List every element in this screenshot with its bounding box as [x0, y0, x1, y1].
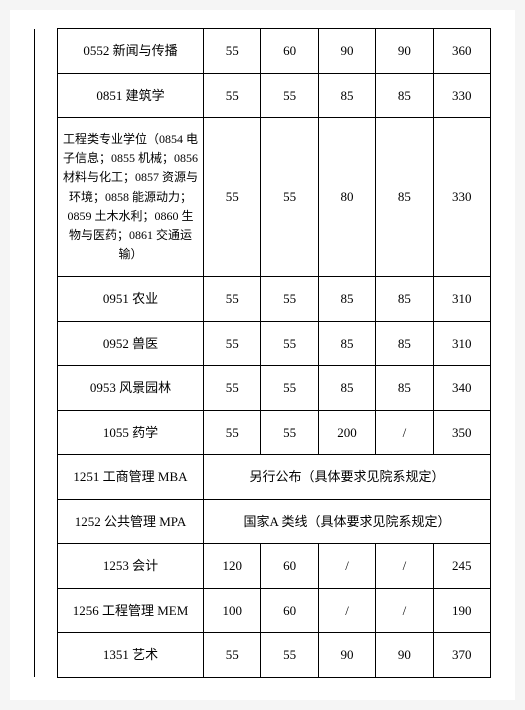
- major-name: 0552 新闻与传播: [57, 29, 203, 74]
- major-name: 0951 农业: [57, 277, 203, 322]
- merged-note: 国家A 类线（具体要求见院系规定）: [204, 499, 491, 544]
- major-name: 0952 兽医: [57, 321, 203, 366]
- score-cell: 310: [433, 321, 490, 366]
- score-cell: 60: [261, 29, 318, 74]
- score-cell: 55: [204, 633, 261, 678]
- score-cell: 55: [204, 118, 261, 277]
- score-cell: /: [376, 588, 433, 633]
- score-cell: 55: [204, 321, 261, 366]
- score-cell: 60: [261, 588, 318, 633]
- score-cell: 120: [204, 544, 261, 589]
- score-cell: 85: [376, 321, 433, 366]
- major-name: 0953 风景园林: [57, 366, 203, 411]
- score-cell: 90: [376, 633, 433, 678]
- table-row: 1351 艺术55559090370: [35, 633, 491, 678]
- score-cell: 200: [318, 410, 375, 455]
- score-cell: /: [376, 544, 433, 589]
- score-cell: 360: [433, 29, 490, 74]
- score-cell: 245: [433, 544, 490, 589]
- score-cell: 55: [204, 73, 261, 118]
- table-row: 0952 兽医55558585310: [35, 321, 491, 366]
- score-cell: 190: [433, 588, 490, 633]
- major-name: 1251 工商管理 MBA: [57, 455, 203, 500]
- table-row: 1256 工程管理 MEM10060//190: [35, 588, 491, 633]
- score-cell: 55: [204, 29, 261, 74]
- score-cell: 60: [261, 544, 318, 589]
- score-cell: 90: [376, 29, 433, 74]
- score-cell: 85: [318, 321, 375, 366]
- score-cell: 85: [318, 73, 375, 118]
- score-cell: 55: [261, 73, 318, 118]
- score-cell: 340: [433, 366, 490, 411]
- major-name: 0851 建筑学: [57, 73, 203, 118]
- score-cell: 85: [376, 118, 433, 277]
- score-cell: 55: [261, 321, 318, 366]
- table-body: 0552 新闻与传播556090903600851 建筑学55558585330…: [35, 29, 491, 678]
- table-row: 1253 会计12060//245: [35, 544, 491, 589]
- scores-table: 0552 新闻与传播556090903600851 建筑学55558585330…: [34, 28, 491, 678]
- major-name: 1351 艺术: [57, 633, 203, 678]
- score-cell: 80: [318, 118, 375, 277]
- score-cell: 85: [376, 366, 433, 411]
- score-cell: 55: [204, 410, 261, 455]
- score-cell: 85: [376, 277, 433, 322]
- score-cell: 55: [204, 366, 261, 411]
- score-cell: /: [376, 410, 433, 455]
- major-name: 1055 药学: [57, 410, 203, 455]
- score-cell: 55: [204, 277, 261, 322]
- table-row: 1251 工商管理 MBA另行公布（具体要求见院系规定）: [35, 455, 491, 500]
- score-cell: /: [318, 588, 375, 633]
- score-cell: 100: [204, 588, 261, 633]
- score-cell: 85: [318, 277, 375, 322]
- major-name: 1256 工程管理 MEM: [57, 588, 203, 633]
- score-cell: 55: [261, 366, 318, 411]
- table-row: 0951 农业55558585310: [35, 277, 491, 322]
- score-cell: 350: [433, 410, 490, 455]
- score-cell: 370: [433, 633, 490, 678]
- table-row: 1055 药学5555200/350: [35, 410, 491, 455]
- left-spacer: [35, 29, 58, 678]
- score-cell: 90: [318, 633, 375, 678]
- score-cell: 55: [261, 118, 318, 277]
- page: 0552 新闻与传播556090903600851 建筑学55558585330…: [10, 10, 515, 700]
- score-cell: 85: [318, 366, 375, 411]
- score-cell: 55: [261, 410, 318, 455]
- table-row: 0953 风景园林55558585340: [35, 366, 491, 411]
- score-cell: 55: [261, 633, 318, 678]
- score-cell: 330: [433, 118, 490, 277]
- table-row: 0552 新闻与传播55609090360: [35, 29, 491, 74]
- major-name: 1253 会计: [57, 544, 203, 589]
- score-cell: 85: [376, 73, 433, 118]
- table-row: 0851 建筑学55558585330: [35, 73, 491, 118]
- major-name: 1252 公共管理 MPA: [57, 499, 203, 544]
- table-row: 工程类专业学位（0854 电子信息；0855 机械；0856 材料与化工；085…: [35, 118, 491, 277]
- major-name: 工程类专业学位（0854 电子信息；0855 机械；0856 材料与化工；085…: [57, 118, 203, 277]
- score-cell: /: [318, 544, 375, 589]
- score-cell: 90: [318, 29, 375, 74]
- score-cell: 310: [433, 277, 490, 322]
- table-row: 1252 公共管理 MPA国家A 类线（具体要求见院系规定）: [35, 499, 491, 544]
- merged-note: 另行公布（具体要求见院系规定）: [204, 455, 491, 500]
- score-cell: 55: [261, 277, 318, 322]
- score-cell: 330: [433, 73, 490, 118]
